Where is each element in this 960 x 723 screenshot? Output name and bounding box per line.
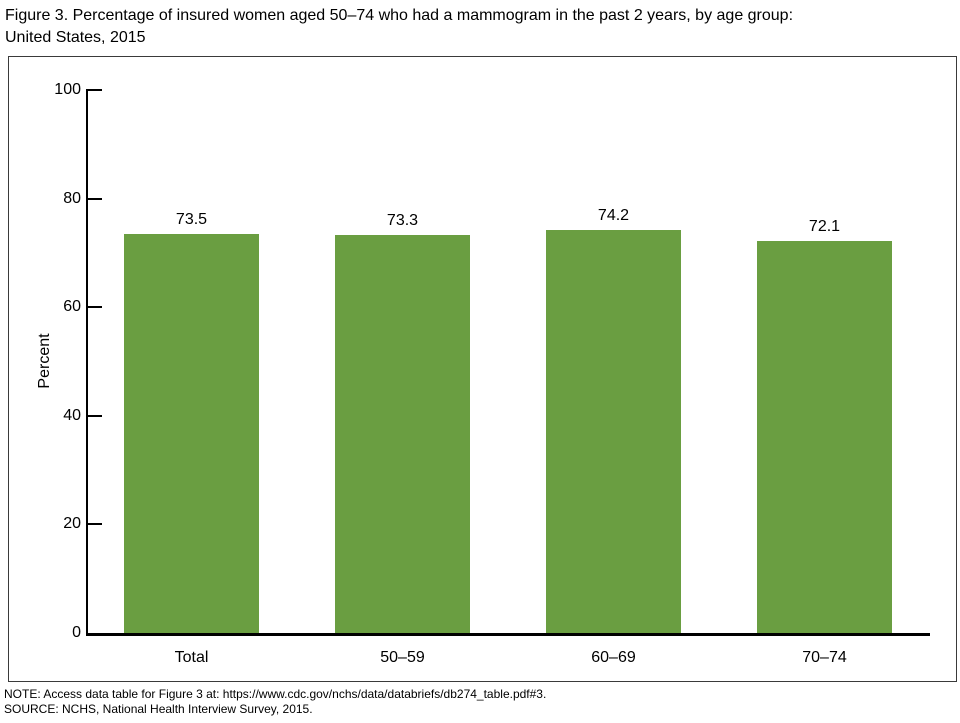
x-category-label: Total [174, 649, 209, 666]
figure-title-line1: Figure 3. Percentage of insured women ag… [5, 7, 794, 24]
x-axis-line [86, 633, 930, 636]
y-tick-mark [86, 414, 102, 417]
bar-value-label: 72.1 [808, 218, 841, 236]
y-axis-title: Percent [36, 333, 53, 389]
bar-value-label: 74.2 [597, 207, 630, 225]
chart-frame: Percent 0 20 40 60 80 100 73.5 Total 73.3 50–59 7… [8, 56, 957, 682]
note-text: NOTE: Access data table for Figure 3 at:… [4, 687, 547, 701]
x-category-label: 70–74 [802, 649, 847, 666]
y-tick-mark [86, 197, 102, 200]
bar-Total [124, 233, 259, 633]
y-tick-label: 100 [54, 81, 81, 98]
y-axis-line [86, 90, 88, 636]
bar-70–74 [757, 241, 892, 633]
x-category-label: 60–69 [591, 649, 636, 666]
y-tick-label: 40 [63, 406, 81, 424]
source-text: SOURCE: NCHS, National Health Interview … [4, 702, 313, 716]
bar-value-label: 73.3 [386, 211, 419, 229]
footer-notes: NOTE: Access data table for Figure 3 at:… [4, 687, 954, 717]
figure-title: Figure 3. Percentage of insured women ag… [5, 5, 955, 49]
y-tick-label: 80 [63, 189, 81, 207]
y-tick-mark [86, 306, 102, 309]
figure-title-line2: United States, 2015 [5, 29, 146, 46]
y-tick-label: 60 [63, 298, 81, 316]
y-tick-label: 0 [72, 624, 81, 641]
bar-50–59 [335, 234, 470, 633]
bar-value-label: 73.5 [175, 210, 208, 228]
bar-60–69 [546, 230, 681, 633]
x-category-label: 50–59 [380, 649, 425, 666]
y-tick-mark [86, 89, 102, 91]
y-tick-mark [86, 523, 102, 526]
y-tick-label: 20 [63, 515, 81, 533]
